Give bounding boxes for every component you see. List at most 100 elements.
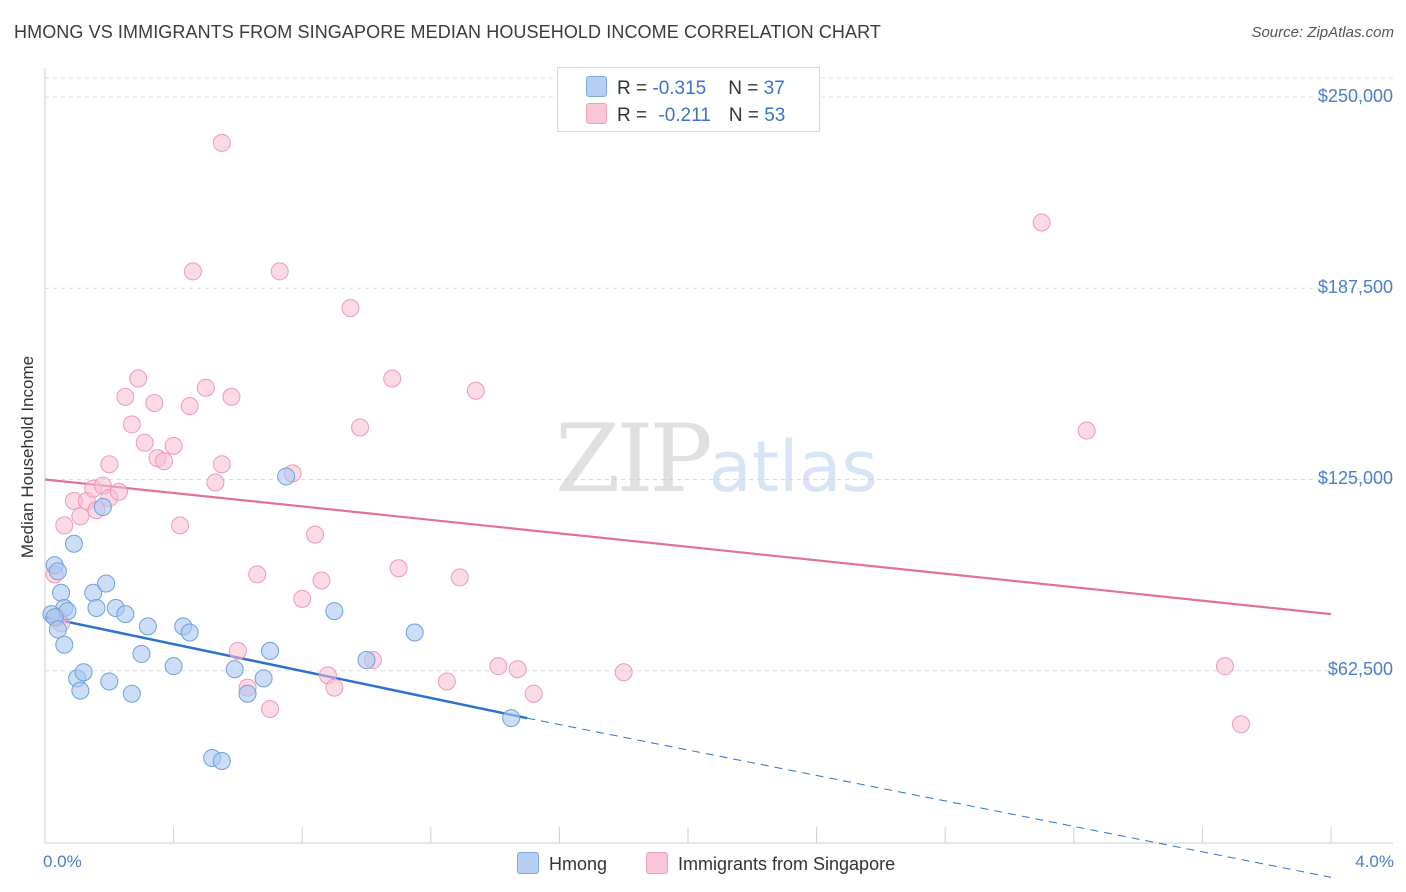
singapore-point	[116, 387, 135, 406]
singapore-point	[171, 516, 190, 535]
singapore-point	[466, 381, 485, 400]
singapore-point	[222, 387, 241, 406]
singapore-point	[100, 455, 119, 474]
singapore-point	[1077, 421, 1096, 440]
hmong-point	[116, 605, 135, 624]
legend-r-value: -0.315	[652, 78, 707, 99]
hmong-point	[64, 534, 83, 553]
legend-label-hmong: Hmong	[549, 854, 608, 874]
singapore-point	[196, 378, 215, 397]
hmong-point	[71, 681, 90, 700]
hmong-point	[87, 599, 106, 618]
legend-r-value: -0.211	[658, 105, 711, 126]
watermark: ZIPatlas	[555, 405, 878, 514]
hmong-point	[325, 602, 344, 621]
singapore-point	[154, 452, 173, 471]
singapore-point	[109, 482, 128, 501]
singapore-point	[129, 369, 148, 388]
hmong-point	[212, 752, 231, 771]
singapore-point	[325, 678, 344, 697]
singapore-point	[293, 589, 312, 608]
singapore-point	[228, 641, 247, 660]
correlation-legend: R = -0.315 N = 37 R = -0.211 N = 53	[557, 67, 820, 132]
hmong-swatch	[586, 76, 607, 97]
singapore-point	[524, 684, 543, 703]
hmong-point	[277, 467, 296, 486]
hmong-point	[502, 709, 521, 728]
axes	[44, 68, 1393, 844]
hmong-point	[97, 574, 116, 593]
x-tick-label: 0.0%	[43, 852, 82, 871]
chart-title: HMONG VS IMMIGRANTS FROM SINGAPORE MEDIA…	[14, 22, 882, 42]
legend-item-singapore: Immigrants from Singapore	[646, 852, 895, 875]
legend-row-hmong: R = -0.315 N = 37	[586, 76, 785, 100]
singapore-point	[183, 262, 202, 281]
singapore-point	[164, 436, 183, 455]
hmong-point	[238, 684, 257, 703]
singapore-point	[248, 565, 267, 584]
singapore-point	[437, 672, 456, 691]
singapore-point	[341, 299, 360, 318]
hmong-point	[93, 498, 112, 517]
singapore-point	[71, 507, 90, 526]
hmong-point	[357, 651, 376, 670]
y-tick-label: $250,000	[1317, 86, 1393, 106]
singapore-point	[135, 433, 154, 452]
hmong-swatch	[517, 852, 539, 874]
hmong-point	[225, 660, 244, 679]
hmong-point	[164, 657, 183, 676]
hmong-point	[261, 641, 280, 660]
watermark-atlas: atlas	[708, 426, 878, 508]
singapore-point	[614, 663, 633, 682]
legend-label-singapore: Immigrants from Singapore	[678, 854, 896, 874]
singapore-point	[389, 559, 408, 578]
singapore-point	[383, 369, 402, 388]
hmong-point	[138, 617, 157, 636]
singapore-point	[1215, 657, 1234, 676]
singapore-swatch	[646, 852, 668, 874]
hmong-point	[52, 583, 71, 602]
hmong-point	[254, 669, 273, 688]
legend-r-label: R =	[617, 105, 653, 126]
singapore-point	[306, 525, 325, 544]
y-axis-label: Median Household Income	[18, 355, 37, 559]
watermark-zip: ZIP	[555, 405, 713, 514]
legend-n-label: N =	[728, 78, 764, 99]
singapore-point	[508, 660, 527, 679]
singapore-point	[212, 133, 231, 152]
y-tick-label: $62,500	[1327, 659, 1393, 679]
singapore-point	[122, 415, 141, 434]
hmong-point	[48, 620, 67, 639]
singapore-point	[206, 473, 225, 492]
hmong-point	[48, 562, 67, 581]
singapore-point	[212, 455, 231, 474]
legend-n-value: 37	[763, 78, 785, 99]
hmong-trend-line	[44, 615, 528, 720]
hmong-point	[132, 644, 151, 663]
singapore-point	[351, 418, 370, 437]
legend-n-label: N =	[728, 105, 765, 126]
y-tick-label: $125,000	[1317, 468, 1393, 488]
legend-row-singapore: R = -0.211 N = 53	[586, 103, 785, 127]
legend-item-hmong: Hmong	[517, 852, 607, 875]
x-tick-label: 4.0%	[1355, 852, 1394, 871]
grid-lines	[45, 77, 1393, 672]
singapore-point	[261, 700, 280, 718]
hmong-point	[55, 635, 74, 654]
singapore-point	[55, 516, 74, 535]
y-tick-label: $187,500	[1317, 277, 1393, 297]
singapore-point	[145, 394, 164, 412]
hmong-point	[180, 623, 199, 642]
source-credit: Source: ZipAtlas.com	[1251, 24, 1394, 41]
singapore-point	[312, 571, 331, 590]
data-points	[42, 133, 1250, 771]
hmong-point	[100, 672, 119, 691]
singapore-point	[180, 397, 199, 416]
hmong-point	[405, 623, 424, 642]
singapore-point	[1032, 213, 1051, 232]
singapore-swatch	[586, 103, 607, 124]
legend-n-value: 53	[764, 105, 786, 126]
singapore-point	[270, 262, 289, 281]
legend-r-label: R =	[617, 78, 653, 99]
singapore-point	[489, 657, 508, 676]
